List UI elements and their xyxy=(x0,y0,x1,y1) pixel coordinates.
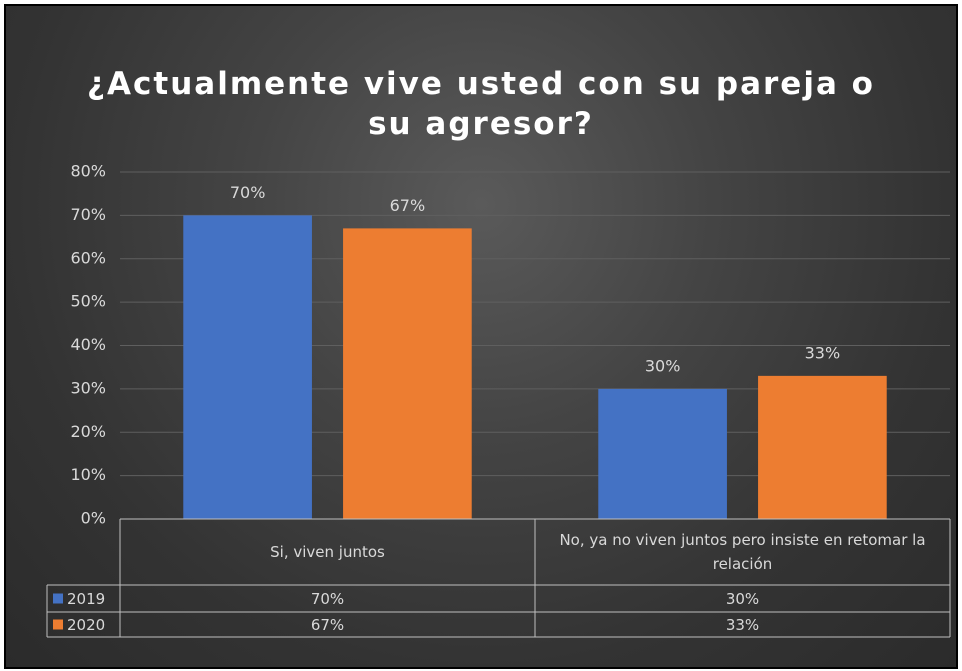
bar xyxy=(183,215,312,519)
legend-swatch xyxy=(53,593,63,604)
table-value: 33% xyxy=(725,615,760,634)
y-tick-label: 30% xyxy=(70,378,106,397)
x-tick-label: Si, viven juntos xyxy=(270,543,385,561)
y-tick-label: 0% xyxy=(81,509,106,528)
data-label: 30% xyxy=(645,356,681,375)
table-value: 70% xyxy=(310,589,345,608)
bar xyxy=(343,228,472,519)
table-value: 67% xyxy=(310,615,345,634)
y-tick-label: 10% xyxy=(70,465,106,484)
y-tick-label: 80% xyxy=(70,162,106,181)
chart-title: ¿Actualmente vive usted con su pareja o … xyxy=(87,66,875,142)
y-tick-label: 40% xyxy=(70,335,106,354)
table-value: 30% xyxy=(725,589,760,608)
y-tick-label: 20% xyxy=(70,422,106,441)
legend-swatch xyxy=(53,619,63,630)
bar xyxy=(758,375,887,519)
bar xyxy=(598,388,727,519)
y-tick-label: 50% xyxy=(70,292,106,311)
data-label: 70% xyxy=(230,183,266,202)
plot-area: 0% 10% 20% 30% 40% 50% 60% 70% 80% 70% 30% 67% 33% xyxy=(46,162,951,638)
y-tick-label: 70% xyxy=(70,205,106,224)
y-tick-label: 60% xyxy=(70,248,106,267)
chart: 0% 10% 20% 30% 40% 50% 60% 70% 80% 70% 30% 67% 33% ¿… xyxy=(4,4,958,669)
x-tick-label: No, ya no viven juntos pero insiste en r… xyxy=(559,531,926,573)
data-label: 67% xyxy=(390,196,426,215)
data-label: 33% xyxy=(805,343,841,362)
legend-label: 2020 xyxy=(67,615,106,634)
legend-label: 2019 xyxy=(67,589,106,608)
